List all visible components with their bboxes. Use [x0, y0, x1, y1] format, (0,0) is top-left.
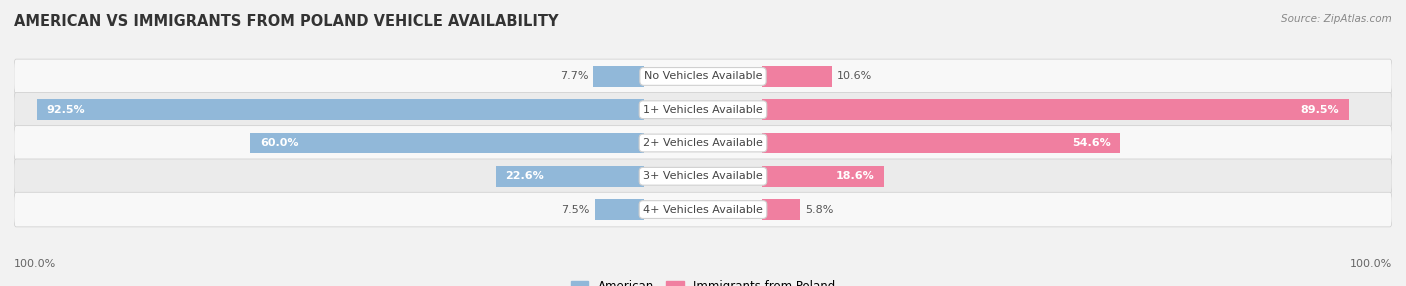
FancyBboxPatch shape [14, 92, 1392, 127]
Text: No Vehicles Available: No Vehicles Available [644, 72, 762, 82]
Text: 10.6%: 10.6% [837, 72, 872, 82]
Bar [762, 66, 831, 87]
Bar [762, 166, 884, 186]
Text: 2+ Vehicles Available: 2+ Vehicles Available [643, 138, 763, 148]
Bar [496, 166, 644, 186]
Bar [762, 133, 1121, 153]
Legend: American, Immigrants from Poland: American, Immigrants from Poland [567, 276, 839, 286]
Text: 60.0%: 60.0% [260, 138, 298, 148]
Bar [37, 100, 644, 120]
Bar [595, 199, 644, 220]
Text: Source: ZipAtlas.com: Source: ZipAtlas.com [1281, 14, 1392, 24]
Bar [762, 199, 800, 220]
Text: 18.6%: 18.6% [835, 171, 875, 181]
Text: 100.0%: 100.0% [14, 259, 56, 269]
Text: 7.5%: 7.5% [561, 204, 589, 214]
FancyBboxPatch shape [14, 126, 1392, 160]
Text: 1+ Vehicles Available: 1+ Vehicles Available [643, 105, 763, 115]
FancyBboxPatch shape [14, 159, 1392, 194]
Text: 54.6%: 54.6% [1071, 138, 1111, 148]
Text: 89.5%: 89.5% [1301, 105, 1340, 115]
Text: 4+ Vehicles Available: 4+ Vehicles Available [643, 204, 763, 214]
Text: 3+ Vehicles Available: 3+ Vehicles Available [643, 171, 763, 181]
Bar [593, 66, 644, 87]
Bar [250, 133, 644, 153]
FancyBboxPatch shape [14, 192, 1392, 227]
Text: 5.8%: 5.8% [806, 204, 834, 214]
Text: 92.5%: 92.5% [46, 105, 86, 115]
Text: 7.7%: 7.7% [560, 72, 588, 82]
FancyBboxPatch shape [14, 59, 1392, 94]
Bar [762, 100, 1350, 120]
Text: 22.6%: 22.6% [506, 171, 544, 181]
Text: AMERICAN VS IMMIGRANTS FROM POLAND VEHICLE AVAILABILITY: AMERICAN VS IMMIGRANTS FROM POLAND VEHIC… [14, 14, 558, 29]
Text: 100.0%: 100.0% [1350, 259, 1392, 269]
